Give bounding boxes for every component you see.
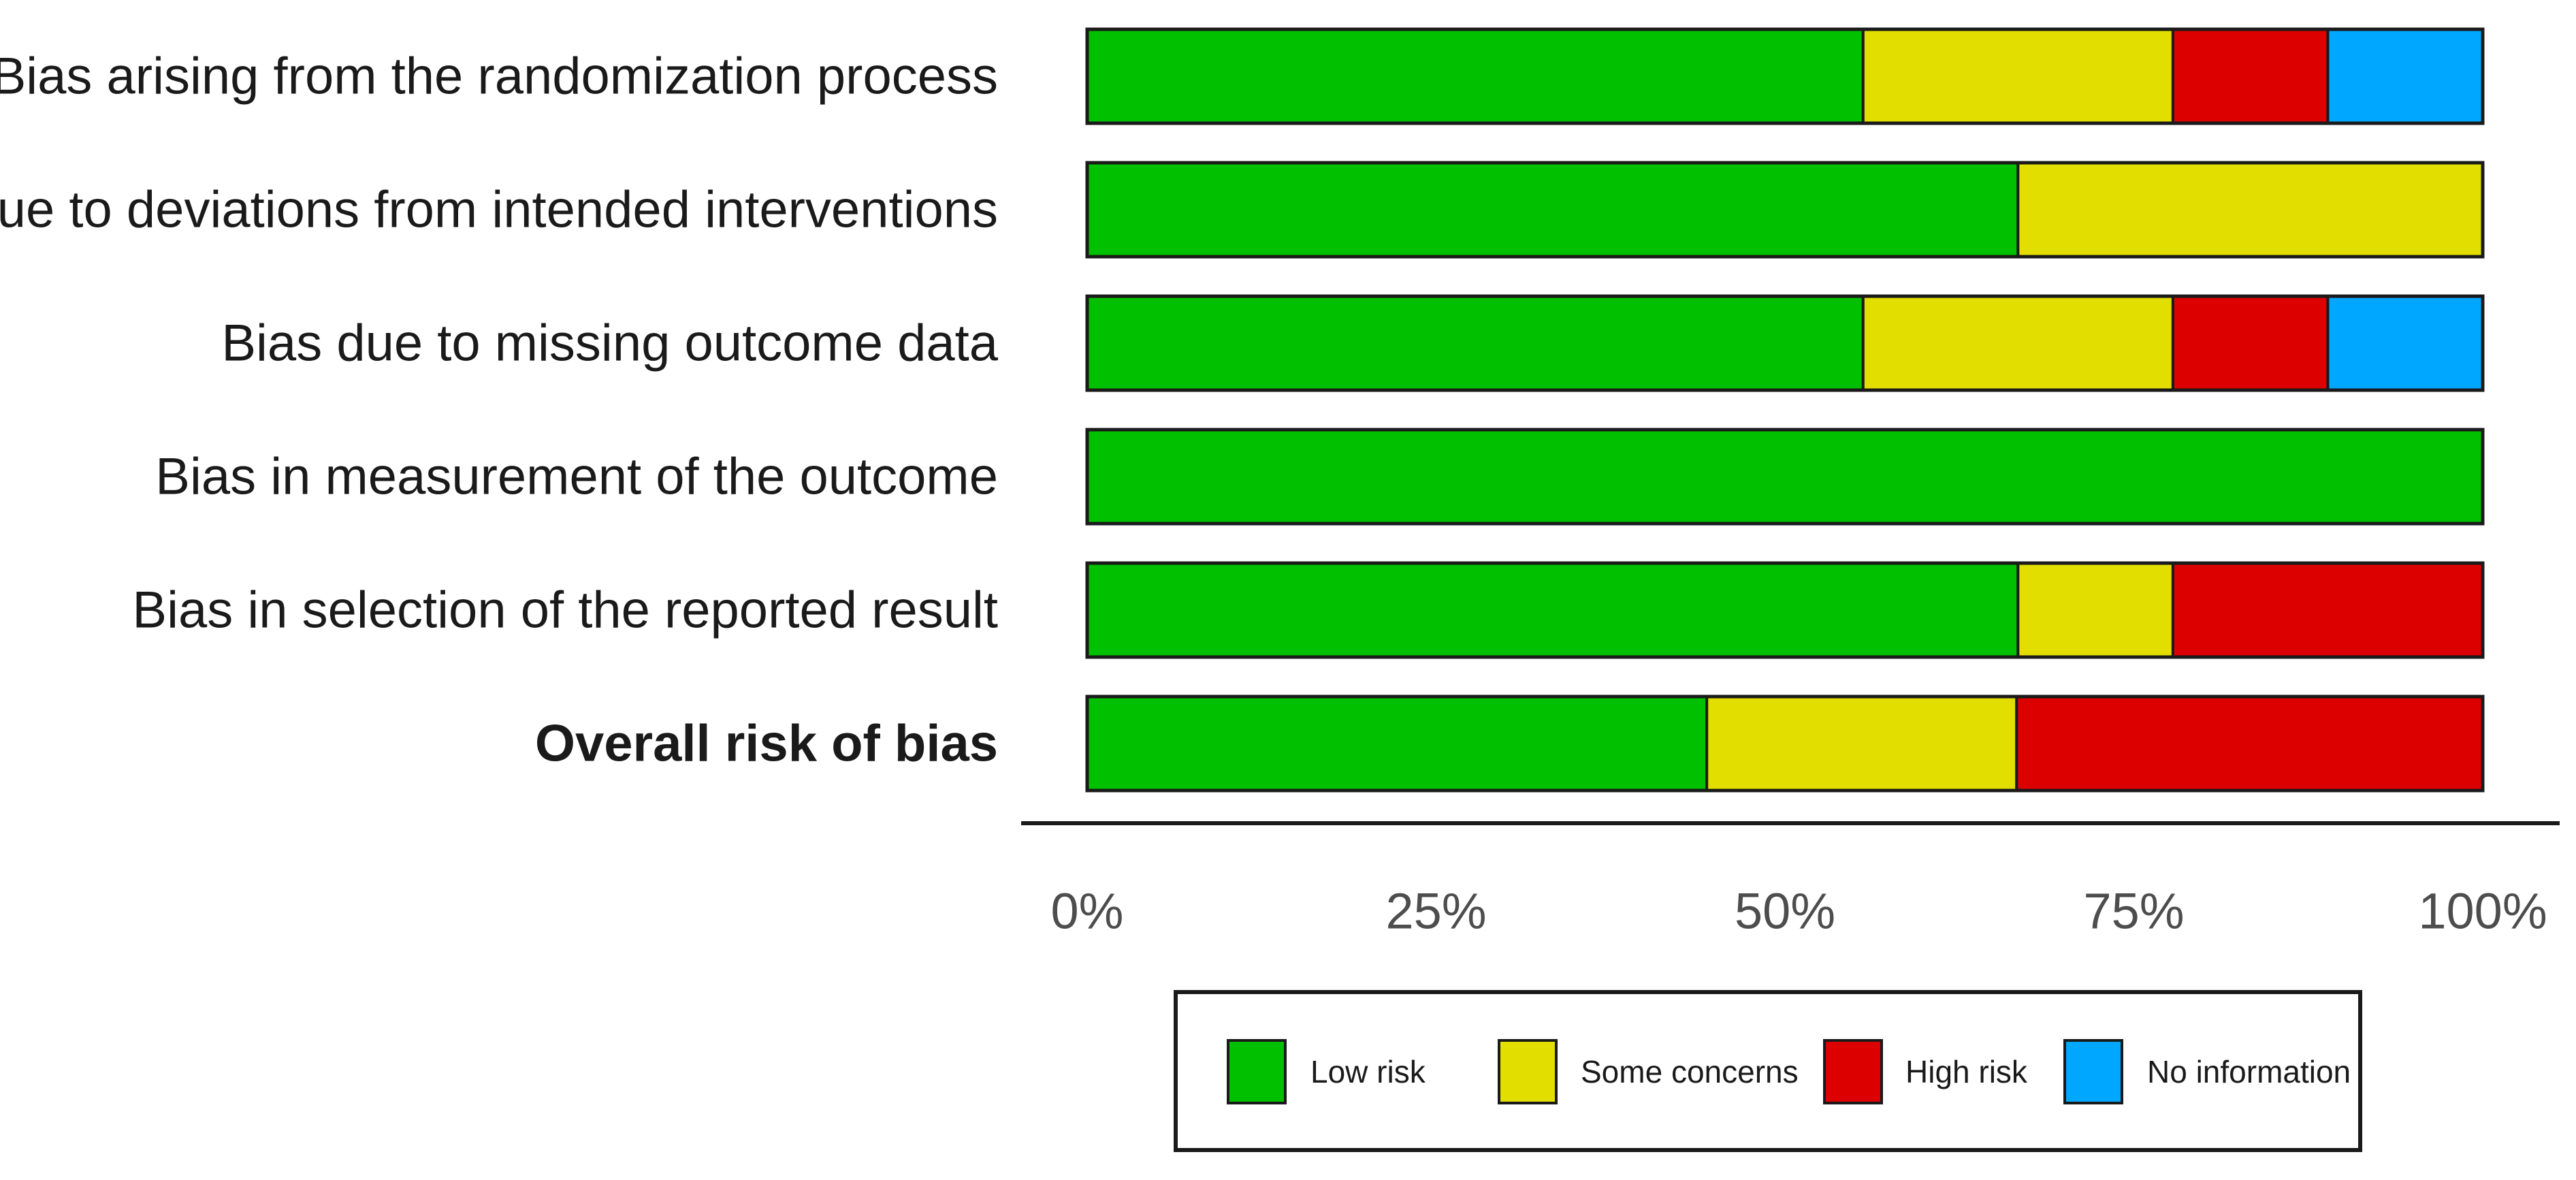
legend: Low risk Some concerns High risk No informa… [1174,990,2362,1152]
legend-label: No information [2147,1054,2351,1089]
bar-segment-some-concerns [2016,161,2485,258]
category-label: Bias due to missing outcome data [221,315,998,372]
category-label: Bias arising from the randomization proc… [0,48,998,106]
legend-label: Some concerns [1581,1054,1799,1089]
x-tick-label: 50% [1735,883,1835,940]
x-axis: 0% 25% 50% 75% 100% [1021,821,2560,940]
bar-segment-high-risk [2015,695,2485,792]
bar-segment-some-concerns [1861,295,2174,392]
legend-label: High risk [1905,1054,2028,1089]
bar-outline [1085,294,2485,392]
bar-segment-low-risk [1086,562,2020,658]
bar-outline [1085,161,2485,259]
bar-outline [1085,561,2485,659]
legend-swatch [2063,1039,2123,1104]
bar-outline [1085,428,2485,526]
bar-segment-some-concerns [1861,28,2174,125]
legend-item-low-risk: Low risk [1227,1039,1426,1104]
x-tick-label: 0% [1051,883,1124,940]
bar-row-bias-due-to-deviations-from-intended-interventions [1085,161,2485,259]
bar-row-bias-in-measurement-of-the-outcome [1085,428,2485,526]
bar-row-bias-due-to-missing-outcome-data [1085,294,2485,392]
bar-segment-some-concerns [2016,562,2174,658]
bar-segment-no-information [2326,295,2484,392]
bar-row-overall-risk-of-bias [1085,695,2485,793]
bar-row-bias-in-selection-of-the-reported-result [1085,561,2485,659]
bar-segment-low-risk [1086,28,1865,125]
category-labels: Bias arising from the randomization proc… [0,48,999,773]
bar-segment-some-concerns [1705,695,2018,792]
bars [1085,27,2485,793]
bar-segment-no-information [2326,28,2484,125]
bar-segment-low-risk [1086,161,2020,258]
bar-outline [1085,695,2485,793]
legend-label: Low risk [1310,1054,1426,1089]
legend-box [1174,990,2362,1152]
bar-segment-high-risk [2171,295,2330,392]
legend-swatch [1823,1039,1883,1104]
x-tick-label: 25% [1385,883,1486,940]
category-label: Bias due to deviations from intended int… [0,181,998,239]
category-label: Bias in selection of the reported result [132,581,998,639]
legend-item-high-risk: High risk [1823,1039,2028,1104]
legend-swatch [1227,1039,1287,1104]
legend-item-no-information: No information [2063,1039,2351,1104]
category-label: Overall risk of bias [535,715,998,773]
category-label: Bias in measurement of the outcome [155,448,998,506]
legend-swatch [1498,1039,1558,1104]
bar-row-bias-arising-from-the-randomization-process [1085,27,2485,125]
bar-segment-high-risk [2171,562,2484,658]
bar-segment-low-risk [1086,695,1709,792]
bar-outline [1085,27,2485,125]
bar-segment-low-risk [1086,295,1865,392]
x-tick-label: 100% [2418,883,2547,940]
bar-segment-low-risk [1086,428,2484,525]
x-tick-label: 75% [2083,883,2184,940]
bar-segment-high-risk [2171,28,2330,125]
legend-item-some-concerns: Some concerns [1498,1039,1799,1104]
